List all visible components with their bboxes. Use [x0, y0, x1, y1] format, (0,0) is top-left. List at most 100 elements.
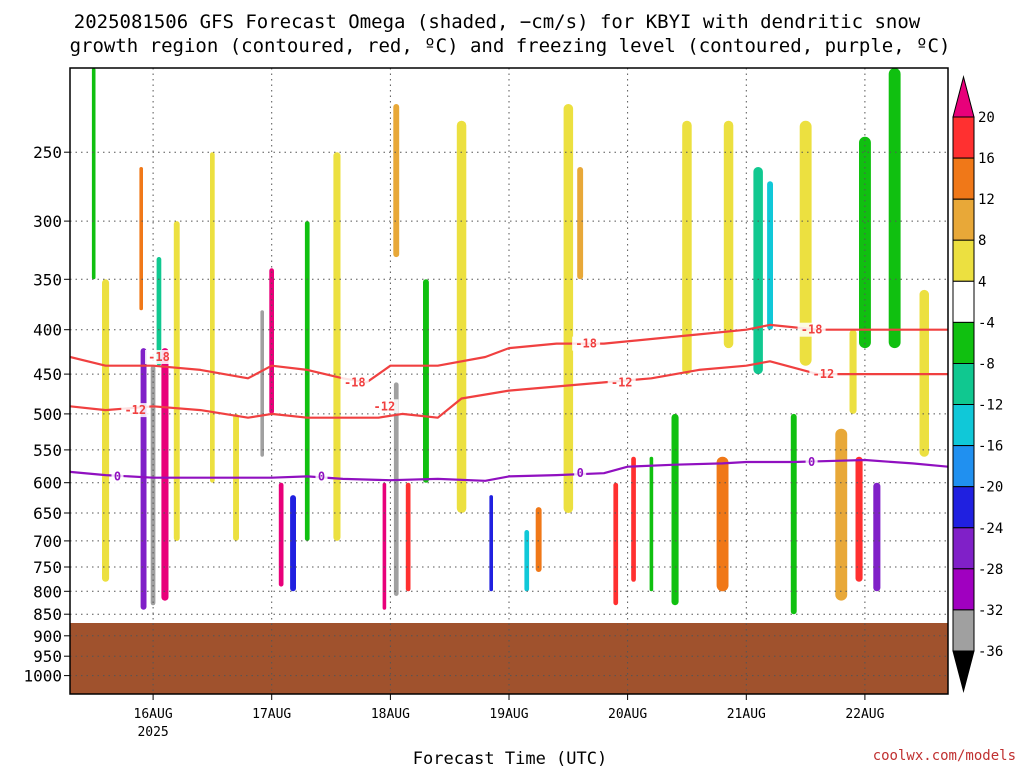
- omega-cell-45: [790, 413, 797, 615]
- colorbar-swatch-12: [952, 609, 975, 652]
- colorbar-label-2: 12: [978, 192, 995, 208]
- omega-cell-7: [269, 268, 274, 414]
- contour-label-bg-1-2: [607, 375, 636, 390]
- omega-cell-18: [535, 507, 542, 572]
- omega-cell-11: [382, 482, 387, 610]
- colorbar-swatch-8: [952, 445, 975, 488]
- y-tick-label-650: 650: [33, 504, 62, 523]
- contour-label-2-1: 0: [318, 469, 325, 483]
- x-tick-sublabel-0: 2025: [137, 725, 168, 740]
- omega-cell-40: [456, 120, 467, 514]
- colorbar-label-9: -20: [978, 480, 1003, 496]
- colorbar-swatch-0: [952, 116, 975, 159]
- contour-label-0-2: -18: [575, 337, 597, 351]
- contour-label-bg-0-3: [797, 322, 826, 337]
- colorbar-swatch-6: [952, 363, 975, 406]
- omega-cell-15: [393, 104, 400, 258]
- omega-cell-2: [161, 348, 169, 601]
- x-axis-ticks: 16AUG 2025 17AUG 18AUG 19AUG 20AUG 21AUG 22AUG: [134, 694, 885, 740]
- colorbar-label-10: -24: [978, 521, 1003, 537]
- colorbar-label-6: -8: [978, 357, 995, 373]
- y-tick-label-350: 350: [33, 270, 62, 289]
- colorbar-swatch-1: [952, 157, 975, 200]
- colorbar-swatch-5: [952, 321, 975, 364]
- omega-cell-14: [423, 279, 429, 483]
- contour-line-1: [70, 360, 948, 419]
- x-tick-label-2: 18AUG: [371, 707, 410, 722]
- y-tick-label-1000: 1000: [23, 667, 62, 686]
- colorbar-top-arrow: [952, 75, 975, 118]
- omega-cell-28: [855, 456, 863, 582]
- x-tick-label-1: 17AUG: [252, 707, 291, 722]
- colorbar-swatch-7: [952, 404, 975, 447]
- contour-label-2-0: 0: [114, 469, 121, 483]
- contour-label-1-2: -12: [611, 375, 633, 389]
- colorbar-label-13: -36: [978, 644, 1003, 660]
- contour-label-bg-2-3: [805, 455, 818, 469]
- omega-cell-4: [139, 167, 143, 311]
- y-axis-ticks: 250 300 350 400 450 500 550 600 650 700 750 800 850 9…: [23, 143, 70, 686]
- y-tick-label-900: 900: [33, 627, 62, 646]
- y-tick-label-400: 400: [33, 321, 62, 340]
- contour-label-bg-2-0: [111, 469, 124, 484]
- y-tick-label-600: 600: [33, 474, 62, 493]
- x-tick-label-5: 21AUG: [727, 707, 766, 722]
- y-tick-label-800: 800: [33, 582, 62, 601]
- omega-cell-25: [723, 120, 734, 349]
- contour-label-0-3: -18: [801, 323, 823, 337]
- omega-cell-3: [156, 257, 162, 366]
- omega-cell-46: [849, 329, 857, 414]
- omega-cell-27: [835, 428, 848, 601]
- colorbar-label-0: 20: [978, 110, 995, 126]
- contour-line-0: [70, 323, 948, 384]
- omega-cell-0: [150, 365, 156, 606]
- y-tick-label-750: 750: [33, 558, 62, 577]
- x-axis-title: Forecast Time (UTC): [413, 749, 607, 768]
- chart-title-line2: growth region (contoured, red, ºC) and f…: [70, 35, 951, 57]
- colorbar-swatch-4: [952, 280, 975, 323]
- y-tick-label-250: 250: [33, 143, 62, 162]
- y-tick-label-500: 500: [33, 405, 62, 424]
- omega-cell-24: [767, 181, 773, 330]
- colorbar-label-3: 8: [978, 233, 986, 249]
- colorbar-swatch-10: [952, 527, 975, 570]
- colorbar-bottom-arrow: [952, 650, 975, 693]
- x-tick-label-0: 16AUG: [134, 707, 173, 722]
- colorbar-label-12: -32: [978, 603, 1003, 619]
- omega-cell-37: [210, 152, 215, 483]
- omega-cell-8: [278, 482, 284, 587]
- omega-cell-44: [671, 413, 679, 606]
- y-tick-label-950: 950: [33, 647, 62, 666]
- omega-cell-16: [489, 495, 493, 592]
- omega-cell-43: [682, 120, 692, 375]
- contour-label-bg-1-0: [121, 403, 150, 418]
- contour-label-1-0: -12: [124, 403, 146, 417]
- contour-label-0-0: -18: [148, 350, 170, 364]
- colorbar-swatch-9: [952, 486, 975, 529]
- contour-label-bg-0-1: [340, 375, 369, 390]
- omega-cell-36: [91, 68, 96, 280]
- omega-cell-10: [304, 221, 310, 541]
- colorbar-label-1: 16: [978, 151, 995, 167]
- omega-cell-30: [859, 136, 871, 349]
- omega-cell-1: [140, 348, 147, 610]
- contour-label-1-3: -12: [813, 367, 835, 381]
- omega-cell-21: [649, 456, 654, 592]
- contour-label-1-1: -12: [374, 399, 396, 413]
- contour-label-bg-1-1: [370, 399, 399, 414]
- y-tick-label-700: 700: [33, 532, 62, 551]
- colorbar-swatch-2: [952, 198, 975, 241]
- contour-label-2-3: 0: [808, 455, 815, 469]
- omega-cell-17: [524, 530, 530, 592]
- colorbar-swatch-11: [952, 568, 975, 611]
- omega-cell-22: [716, 456, 729, 592]
- omega-cell-33: [873, 482, 881, 592]
- omega-cell-12: [393, 382, 399, 596]
- contour-label-bg-0-2: [572, 336, 601, 351]
- omega-cell-39: [333, 152, 341, 541]
- colorbar-label-7: -12: [978, 398, 1003, 414]
- chart-title-line1: 2025081506 GFS Forecast Omega (shaded, −…: [74, 11, 921, 33]
- omega-cell-35: [102, 279, 110, 582]
- omega-cell-42: [577, 167, 584, 280]
